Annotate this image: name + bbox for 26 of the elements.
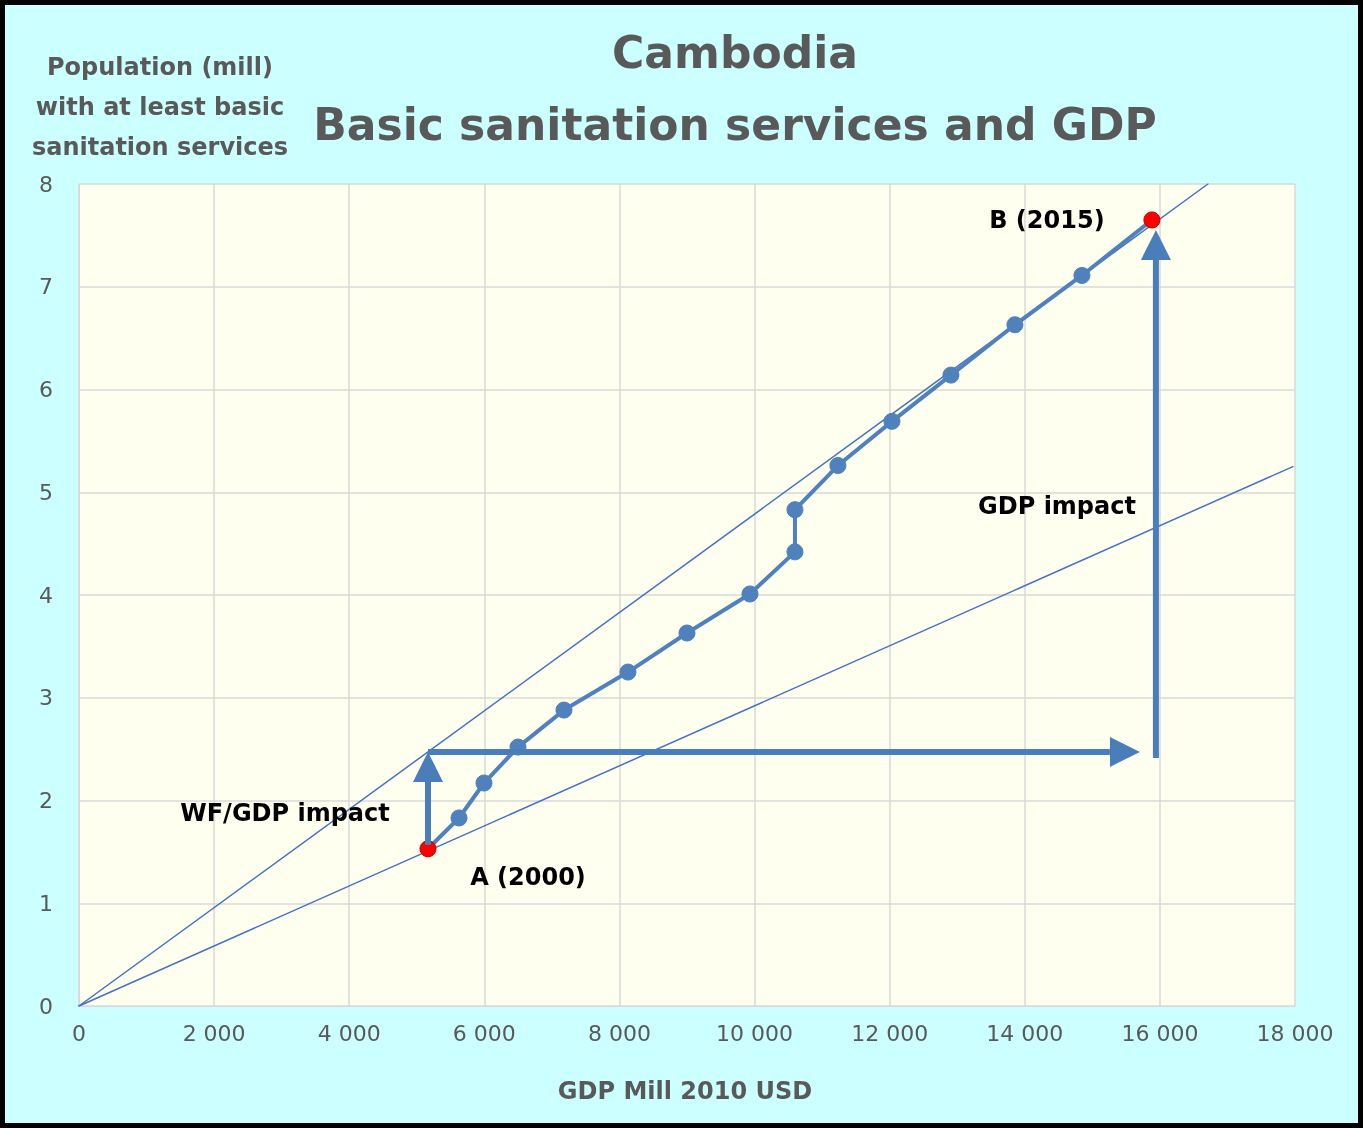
annotation: GDP impact — [978, 492, 1136, 520]
y-tick-label: 8 — [39, 171, 53, 197]
y-tick-label: 7 — [39, 274, 53, 300]
annotation: A (2000) — [470, 862, 586, 891]
y-tick-label: 0 — [39, 993, 53, 1019]
x-tick-label: 2 000 — [182, 1020, 246, 1046]
x-tick-label: 10 000 — [716, 1020, 794, 1046]
x-tick-label: 8 000 — [587, 1020, 651, 1046]
y-tick-label: 6 — [39, 377, 53, 402]
y-tick-label: 3 — [39, 685, 53, 711]
y-tick-label: 5 — [39, 479, 53, 505]
chart-subtitle: Basic sanitation services and GDP — [313, 99, 1157, 150]
x-tick-label: 12 000 — [851, 1020, 929, 1046]
annotation: B (2015) — [989, 205, 1105, 234]
chart-title: Cambodia — [611, 27, 859, 78]
x-tick-label: 6 000 — [452, 1020, 516, 1046]
x-tick-label: 4 000 — [317, 1020, 381, 1046]
y-tick-label: 1 — [39, 890, 53, 916]
y-axis-title: Population (mill) with at least basic sanitation services — [30, 52, 290, 163]
y-tick-label: 4 — [39, 582, 53, 608]
x-axis-title: GDP Mill 2010 USD — [556, 1077, 814, 1105]
x-tick-label: 14 000 — [986, 1020, 1064, 1046]
x-tick-label: 0 — [72, 1020, 86, 1046]
y-tick-label: 2 — [39, 788, 53, 813]
x-tick-label: 16 000 — [1121, 1020, 1199, 1046]
x-tick-label: 18 000 — [1256, 1020, 1334, 1046]
